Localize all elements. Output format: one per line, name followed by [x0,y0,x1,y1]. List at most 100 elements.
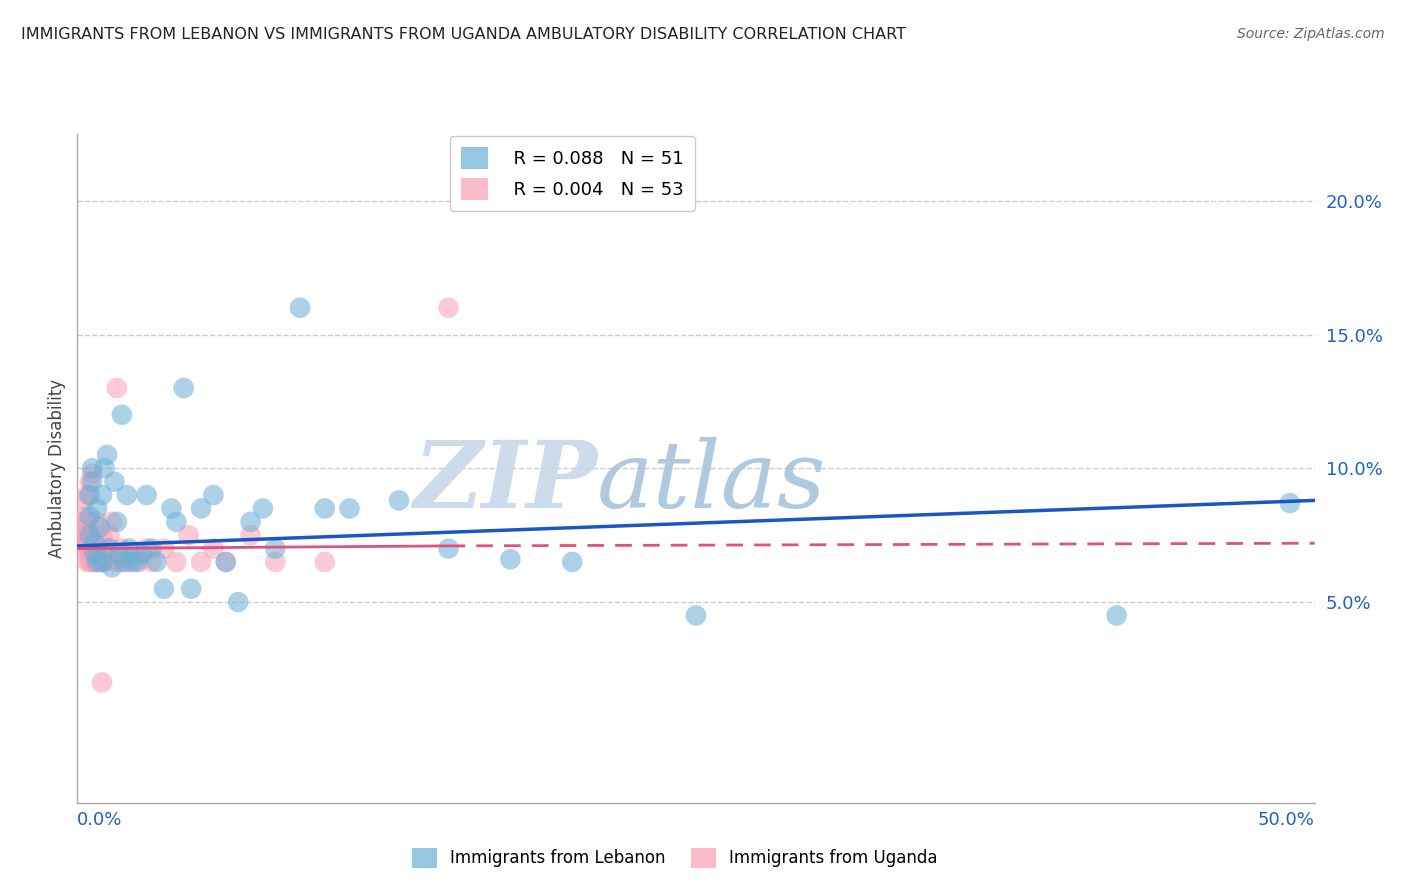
Point [76,488,98,502]
Point [82,461,104,475]
Text: Source: ZipAtlas.com: Source: ZipAtlas.com [1237,27,1385,41]
Point [72,541,94,556]
Point [73,523,96,537]
Point [93,555,115,569]
Point [76,528,98,542]
Point [86,501,108,516]
Point [153,541,176,556]
Point [82,475,104,489]
Point [165,515,187,529]
Point [91,528,114,542]
Point [83,555,105,569]
Legend: Immigrants from Lebanon, Immigrants from Uganda: Immigrants from Lebanon, Immigrants from… [405,841,945,875]
Point [79,555,101,569]
Point [105,515,128,529]
Point [226,595,249,609]
Point [86,555,108,569]
Point [215,555,238,569]
Point [83,528,105,542]
Point [118,541,141,556]
Point [82,555,104,569]
Text: IMMIGRANTS FROM LEBANON VS IMMIGRANTS FROM UGANDA AMBULATORY DISABILITY CORRELAT: IMMIGRANTS FROM LEBANON VS IMMIGRANTS FR… [21,27,905,42]
Point [339,501,361,516]
Point [83,541,105,556]
Legend:   R = 0.088   N = 51,   R = 0.004   N = 53: R = 0.088 N = 51, R = 0.004 N = 53 [450,136,695,211]
Point [79,509,101,524]
Point [141,541,163,556]
Point [202,541,225,556]
Point [314,501,336,516]
Point [72,528,94,542]
Point [76,515,98,529]
Point [83,547,105,561]
Point [91,555,114,569]
Point [72,515,94,529]
Point [79,541,101,556]
Point [111,541,134,556]
Point [288,301,311,315]
Point [103,555,125,569]
Point [202,488,225,502]
Point [105,381,128,395]
Point [115,555,138,569]
Point [131,547,153,561]
Point [86,541,108,556]
Point [239,515,262,529]
Point [108,555,131,569]
Point [561,555,583,569]
Point [98,541,121,556]
Point [91,675,114,690]
Point [190,501,212,516]
Point [437,301,460,315]
Point [1278,496,1301,510]
Point [121,555,143,569]
Point [135,488,157,502]
Point [89,541,111,556]
Point [76,555,98,569]
Point [86,515,108,529]
Point [108,547,131,561]
Point [499,552,522,566]
Point [437,541,460,556]
Point [91,488,114,502]
Point [685,608,707,623]
Point [73,493,96,508]
Point [160,501,183,516]
Point [135,541,157,556]
Point [115,488,138,502]
Point [79,475,101,489]
Point [82,467,104,481]
Text: ZIP: ZIP [413,437,598,526]
Point [190,555,212,569]
Point [153,582,176,596]
Point [252,501,274,516]
Point [96,541,118,556]
Point [76,541,98,556]
Point [103,475,125,489]
Point [82,541,104,556]
Point [79,528,101,542]
Point [111,408,134,422]
Point [121,547,143,561]
Point [145,555,167,569]
Point [96,448,118,462]
Point [215,555,238,569]
Point [141,555,163,569]
Point [128,555,150,569]
Point [239,528,262,542]
Point [173,381,195,395]
Point [79,488,101,502]
Point [89,555,111,569]
Point [83,536,105,550]
Point [264,555,287,569]
Text: atlas: atlas [598,437,827,526]
Point [112,555,135,569]
Point [165,555,187,569]
Point [91,555,114,569]
Point [125,555,148,569]
Point [177,528,200,542]
Point [79,528,101,542]
Point [86,555,108,569]
Point [1105,608,1128,623]
Point [180,582,202,596]
